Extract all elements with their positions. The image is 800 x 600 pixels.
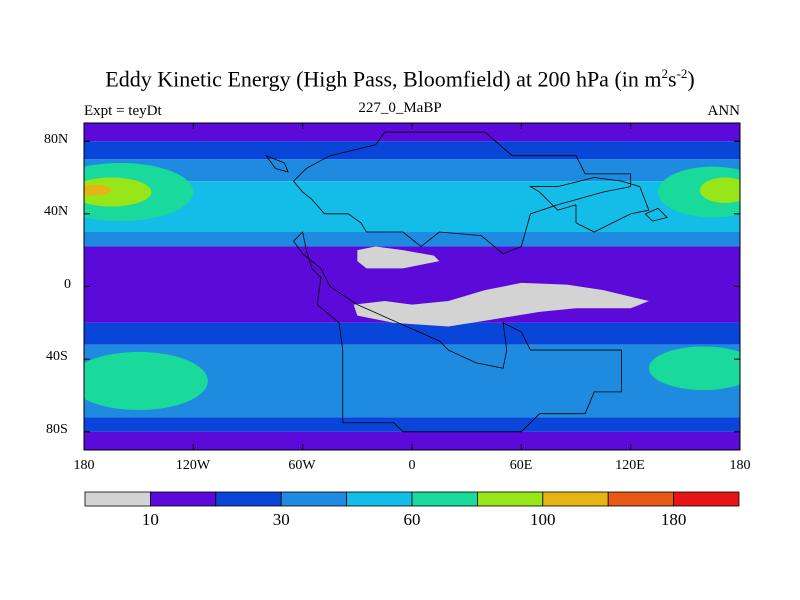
colorbar-label: 10: [141, 510, 159, 529]
plot-title: Eddy Kinetic Energy (High Pass, Bloomfie…: [0, 66, 800, 92]
y-tick-label: 40S: [46, 349, 68, 364]
run-label: 227_0_MaBP: [358, 100, 442, 116]
axis-ticks: [83, 123, 741, 450]
contour-band: [84, 159, 740, 182]
colorbar-box: [346, 491, 413, 507]
x-tick-label: 60E: [509, 458, 533, 473]
contour-band: [84, 141, 740, 160]
jet-maximum: [84, 177, 152, 207]
colorbar-box: [280, 491, 348, 507]
coastline: [528, 177, 650, 233]
x-tick-label: 0: [408, 458, 416, 473]
colorbar-box: [215, 491, 282, 507]
colorbar-label: 30: [272, 510, 290, 529]
map-field: [84, 123, 740, 450]
title-sup-1: 2: [661, 66, 669, 81]
x-tick-label: 180: [73, 458, 95, 473]
colorbar: [84, 491, 740, 507]
contour-band: [84, 417, 740, 432]
coastline: [644, 207, 668, 222]
low-energy-region: [353, 282, 649, 327]
colorbar-box: [673, 491, 740, 507]
colorbar-box: [542, 491, 609, 507]
title-sup-2: -2: [676, 66, 688, 81]
y-tick-label: 0: [64, 277, 71, 292]
colorbar-label: 180: [660, 510, 687, 529]
y-tick-label: 80S: [46, 422, 68, 437]
coastline: [265, 154, 289, 173]
coastlines: [265, 131, 668, 433]
title-text: Eddy Kinetic Energy (High Pass, Bloomfie…: [105, 66, 662, 92]
colorbar-label: 100: [530, 510, 556, 529]
low-energy-region: [357, 246, 440, 269]
contour-band: [84, 431, 740, 450]
season-label: ANN: [707, 103, 741, 119]
x-tick-label: 120W: [175, 458, 211, 473]
x-tick-label: 120E: [615, 458, 645, 473]
contour-band: [84, 181, 740, 232]
colorbar-label: 60: [403, 510, 421, 529]
coastline: [293, 231, 622, 433]
experiment-label: Expt = teyDt: [84, 103, 162, 119]
colorbar-box: [607, 491, 675, 507]
title-text-close: ): [687, 66, 695, 92]
colorbar-box: [476, 491, 544, 507]
contour-band: [84, 322, 740, 345]
title-text-mid: s: [668, 66, 677, 92]
jet-maximum: [84, 351, 208, 411]
colorbar-box: [411, 491, 478, 507]
jet-maximum: [699, 177, 740, 203]
y-tick-label: 80N: [44, 132, 69, 147]
colorbar-box: [149, 491, 217, 507]
colorbar-box: [84, 491, 151, 507]
jet-maximum: [84, 184, 112, 196]
x-tick-label: 180: [729, 458, 751, 473]
jet-maximum: [648, 346, 740, 391]
y-tick-label: 40N: [44, 204, 69, 219]
coastline: [293, 131, 632, 255]
x-tick-label: 60W: [288, 458, 316, 473]
